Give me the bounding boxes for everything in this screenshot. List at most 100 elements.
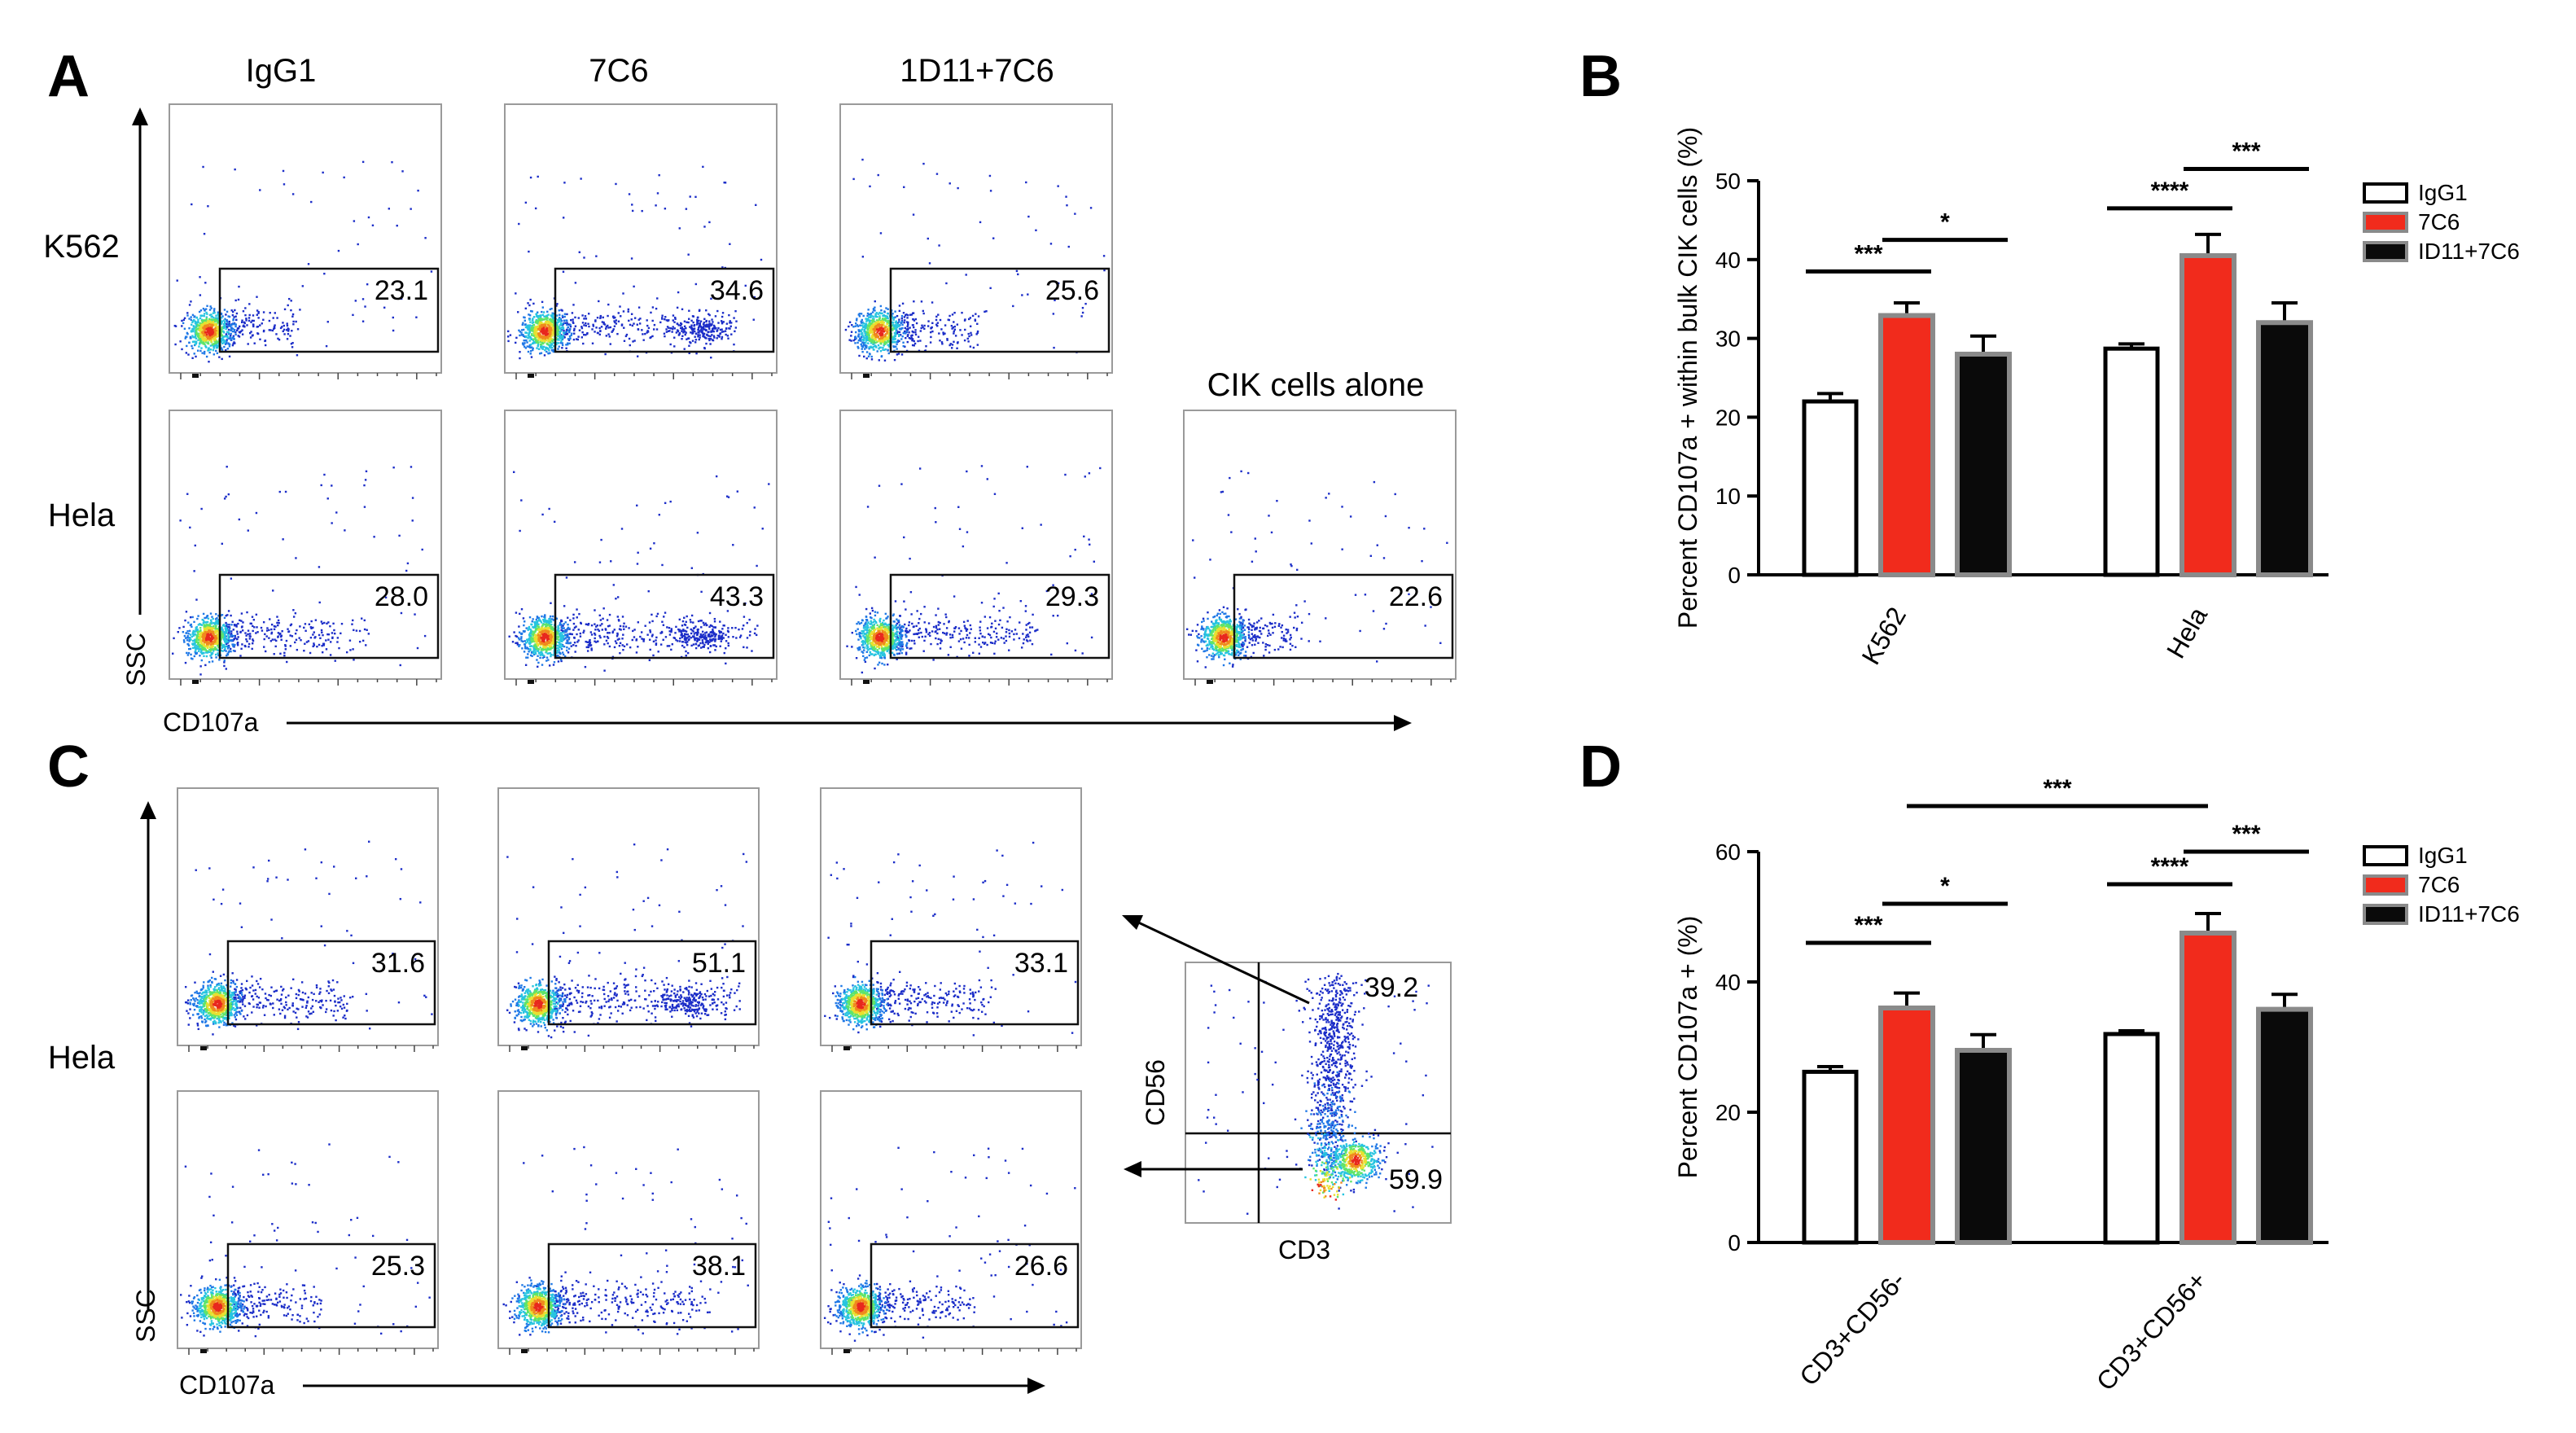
flow-dot	[530, 356, 533, 358]
flow-dot	[604, 628, 607, 630]
flow-dot	[585, 322, 587, 325]
flow-dot	[225, 333, 228, 335]
flow-dot	[930, 327, 932, 330]
flow-dot	[681, 328, 684, 331]
flow-dot	[699, 334, 701, 336]
flow-dot	[246, 640, 248, 642]
flow-dot	[541, 318, 544, 322]
flow-dot	[712, 626, 715, 629]
flow-plot-frame	[839, 103, 1113, 374]
flow-dot	[520, 331, 523, 334]
flow-dot	[566, 640, 569, 642]
flow-dot	[208, 637, 211, 639]
flow-dot	[203, 643, 206, 646]
flow-dot	[527, 647, 530, 651]
flow-dot	[289, 634, 291, 637]
flow-dot	[965, 274, 967, 276]
flow-dot	[682, 629, 685, 633]
flow-dot	[872, 343, 875, 345]
flow-dot	[605, 639, 608, 642]
flow-dot	[230, 635, 232, 638]
flow-dot	[883, 337, 886, 340]
flow-dot	[528, 340, 531, 342]
flow-dot	[559, 342, 562, 344]
flow-dot	[879, 305, 883, 308]
flow-dot	[683, 320, 686, 322]
flow-dot	[252, 639, 255, 642]
flow-dot	[578, 251, 580, 253]
flow-dot	[559, 624, 561, 626]
flow-dot	[870, 314, 873, 318]
flow-dot	[628, 627, 630, 629]
flow-dot	[550, 324, 554, 326]
flow-dot	[206, 327, 208, 331]
flow-dot	[602, 316, 604, 319]
flow-dot	[560, 326, 563, 329]
flow-dot	[874, 306, 876, 309]
flow-dot	[884, 319, 887, 322]
flow-dot	[580, 326, 584, 330]
flow-dot	[230, 577, 233, 580]
flow-dot	[550, 315, 554, 318]
panel-a-col-title: IgG1	[246, 53, 317, 89]
flow-dot	[906, 322, 909, 325]
flow-dot	[898, 321, 900, 323]
flow-dot	[615, 322, 618, 325]
flow-dot	[855, 337, 857, 340]
flow-dot	[194, 331, 196, 333]
flow-dot	[1089, 207, 1093, 209]
flow-dot	[594, 623, 596, 625]
flow-dot	[594, 331, 596, 333]
flow-dot	[214, 326, 217, 329]
flow-dot	[214, 646, 217, 649]
flow-dot	[672, 319, 674, 322]
flow-dot	[869, 313, 871, 316]
flow-dot	[556, 318, 559, 322]
flow-dot	[920, 326, 922, 330]
flow-dot	[195, 322, 198, 326]
flow-dot	[212, 617, 214, 620]
flow-dot	[567, 642, 569, 645]
flow-dot	[298, 637, 300, 639]
flow-dot	[716, 337, 718, 340]
flow-dot	[637, 621, 640, 624]
flow-dot	[901, 323, 904, 326]
flow-dot	[708, 327, 711, 331]
flow-dot	[901, 302, 905, 305]
flow-dot	[556, 303, 559, 305]
flow-dot	[186, 344, 188, 348]
flow-dot	[230, 624, 233, 626]
flow-dot	[205, 655, 208, 658]
flow-dot	[686, 651, 690, 655]
flow-dot	[715, 475, 718, 478]
flow-dot	[567, 342, 569, 344]
flow-dot	[524, 620, 526, 623]
flow-dot	[230, 309, 233, 312]
flow-dot	[547, 338, 550, 340]
flow-dot	[278, 621, 280, 624]
flow-dot	[537, 661, 540, 664]
flow-dot	[244, 632, 247, 634]
flow-dot	[539, 340, 541, 344]
flow-dot	[237, 642, 239, 644]
flow-dot	[248, 646, 250, 648]
flow-dot	[907, 313, 909, 317]
flow-dot	[697, 335, 699, 338]
flow-dot	[186, 654, 190, 656]
flow-dot	[230, 647, 232, 651]
flow-dot	[1035, 229, 1037, 232]
flow-dot	[678, 640, 681, 642]
flow-dot	[551, 313, 554, 316]
flow-dot	[706, 333, 708, 336]
flow-dot	[884, 318, 887, 321]
flow-plot-ticks	[515, 373, 773, 379]
flow-dot	[672, 326, 674, 328]
panel-letter-b: B	[1579, 44, 1622, 109]
flow-dot	[850, 335, 852, 337]
flow-dot	[321, 644, 323, 647]
flow-dot	[544, 322, 546, 325]
flow-dot	[228, 355, 231, 358]
flow-dot	[699, 322, 702, 325]
flow-dot	[556, 655, 559, 657]
flow-dot	[923, 327, 926, 330]
